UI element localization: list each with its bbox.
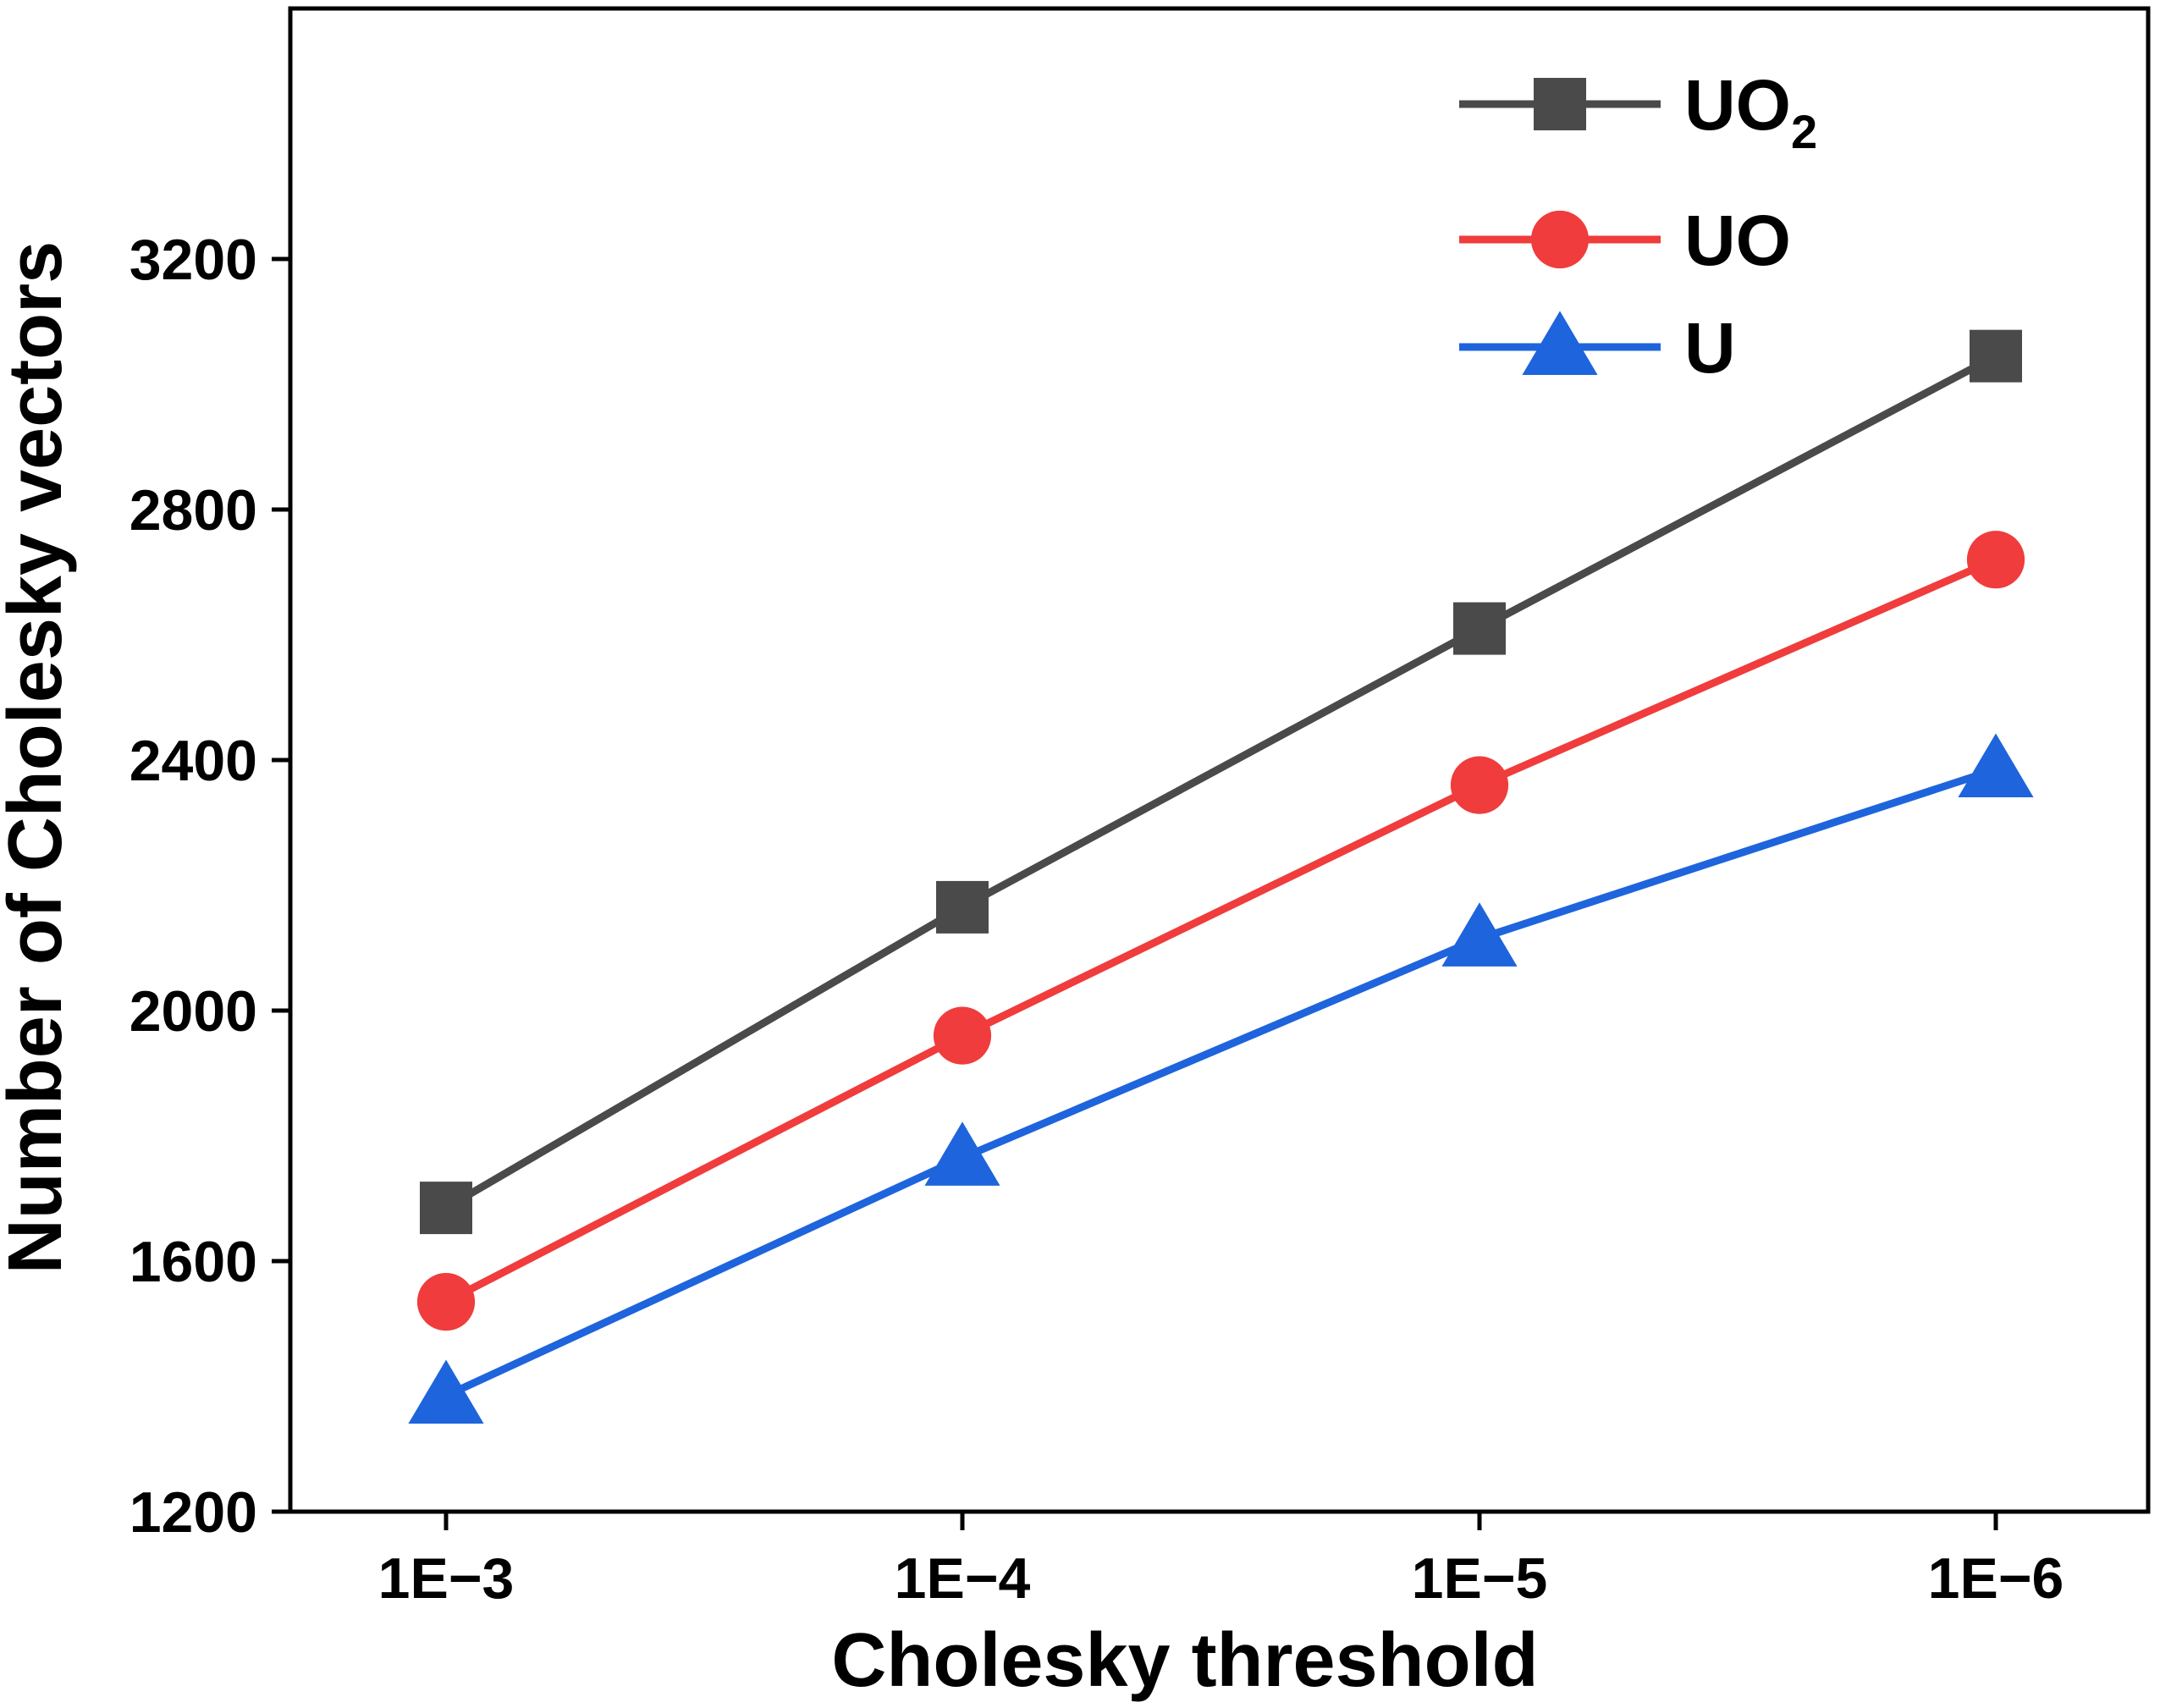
plot-frame xyxy=(288,6,2151,1514)
y-tick-label: 2800 xyxy=(129,478,257,543)
data-point-circle xyxy=(1450,756,1509,814)
data-point-triangle xyxy=(924,1121,1000,1186)
y-tick-label: 2400 xyxy=(129,729,257,793)
y-tick-label: 1200 xyxy=(129,1480,257,1545)
data-point-triangle xyxy=(408,1359,484,1424)
x-tick-label: 1E−6 xyxy=(1928,1546,2064,1611)
x-axis-ticks: 1E−3 1E−4 1E−5 1E−6 xyxy=(378,1512,2064,1611)
y-axis-ticks: 1200 1600 2000 2400 2800 3200 xyxy=(129,228,290,1545)
data-point-square xyxy=(420,1182,472,1235)
series-uo xyxy=(416,531,2025,1331)
data-point-circle xyxy=(1966,531,2025,589)
legend-item-u: U xyxy=(1459,308,1736,388)
data-point-circle xyxy=(1530,210,1590,269)
legend-label: U xyxy=(1684,308,1736,388)
series-uo2 xyxy=(420,329,2022,1235)
x-tick-label: 1E−5 xyxy=(1412,1546,1548,1611)
series-line xyxy=(444,765,1997,1400)
legend-item-uo: UO xyxy=(1459,201,1791,280)
series-layer xyxy=(408,329,2034,1424)
legend-item-uo2: UO2 xyxy=(1459,65,1817,158)
data-point-square xyxy=(1970,329,2022,383)
y-tick-label: 1600 xyxy=(129,1230,257,1294)
data-point-square xyxy=(936,880,989,934)
x-axis-title: Cholesky threshold xyxy=(831,1618,1538,1703)
data-point-triangle xyxy=(1958,733,2034,798)
data-point-circle xyxy=(416,1273,476,1331)
series-u xyxy=(408,733,2034,1424)
data-point-square xyxy=(1453,602,1506,655)
data-point-circle xyxy=(933,1006,992,1065)
data-point-triangle xyxy=(1441,902,1518,967)
series-line xyxy=(444,556,1997,1306)
series-line xyxy=(444,352,1998,1211)
x-tick-label: 1E−4 xyxy=(895,1546,1031,1611)
data-point-triangle xyxy=(1522,311,1598,375)
legend-label: UO xyxy=(1684,201,1791,280)
data-point-square xyxy=(1534,78,1586,130)
y-tick-label: 3200 xyxy=(129,228,257,292)
y-axis-title: Number of Cholesky vectors xyxy=(0,241,78,1274)
legend-label: UO2 xyxy=(1684,65,1817,158)
x-tick-label: 1E−3 xyxy=(378,1546,515,1611)
y-tick-label: 2000 xyxy=(129,979,257,1044)
legend: UO2 UO U xyxy=(1459,65,1817,388)
